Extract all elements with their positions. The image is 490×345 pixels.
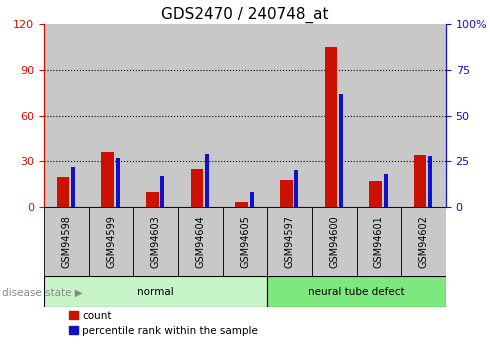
Bar — [312, 207, 357, 276]
Bar — [146, 192, 159, 207]
Bar — [205, 154, 209, 207]
Bar — [357, 207, 401, 276]
Bar — [250, 193, 254, 207]
Bar — [116, 158, 120, 207]
Bar — [44, 207, 89, 276]
Bar — [268, 207, 312, 276]
Bar — [369, 181, 382, 207]
Text: GSM94605: GSM94605 — [240, 215, 250, 268]
Bar — [178, 207, 222, 276]
Bar — [428, 156, 432, 207]
Bar — [280, 179, 293, 207]
Bar — [101, 152, 114, 207]
Bar — [357, 24, 401, 207]
Bar — [294, 170, 298, 207]
Bar — [191, 169, 203, 207]
Text: GSM94604: GSM94604 — [196, 215, 205, 268]
Bar — [339, 93, 343, 207]
Text: disease state ▶: disease state ▶ — [2, 288, 83, 298]
Bar — [235, 203, 248, 207]
Text: neural tube defect: neural tube defect — [308, 287, 405, 296]
Bar — [401, 207, 446, 276]
Text: GSM94600: GSM94600 — [329, 215, 339, 268]
Bar — [178, 24, 222, 207]
Bar — [312, 24, 357, 207]
Bar — [268, 24, 312, 207]
Text: GSM94601: GSM94601 — [374, 215, 384, 268]
Bar — [133, 24, 178, 207]
Bar — [89, 24, 133, 207]
Bar — [71, 167, 75, 207]
Title: GDS2470 / 240748_at: GDS2470 / 240748_at — [161, 7, 329, 23]
Bar — [57, 177, 69, 207]
Text: GSM94598: GSM94598 — [61, 215, 72, 268]
Bar — [401, 24, 446, 207]
Bar — [268, 276, 446, 307]
Text: normal: normal — [137, 287, 174, 296]
Bar — [160, 176, 165, 207]
Text: GSM94599: GSM94599 — [106, 215, 116, 268]
Bar — [222, 24, 268, 207]
Bar — [44, 24, 89, 207]
Bar — [222, 207, 268, 276]
Bar — [384, 174, 388, 207]
Bar — [89, 207, 133, 276]
Bar — [414, 155, 426, 207]
Text: GSM94603: GSM94603 — [151, 215, 161, 268]
Text: GSM94602: GSM94602 — [418, 215, 429, 268]
Bar — [325, 47, 337, 207]
Text: GSM94597: GSM94597 — [285, 215, 294, 268]
Legend: count, percentile rank within the sample: count, percentile rank within the sample — [70, 310, 258, 336]
Bar — [133, 207, 178, 276]
Bar — [44, 276, 268, 307]
